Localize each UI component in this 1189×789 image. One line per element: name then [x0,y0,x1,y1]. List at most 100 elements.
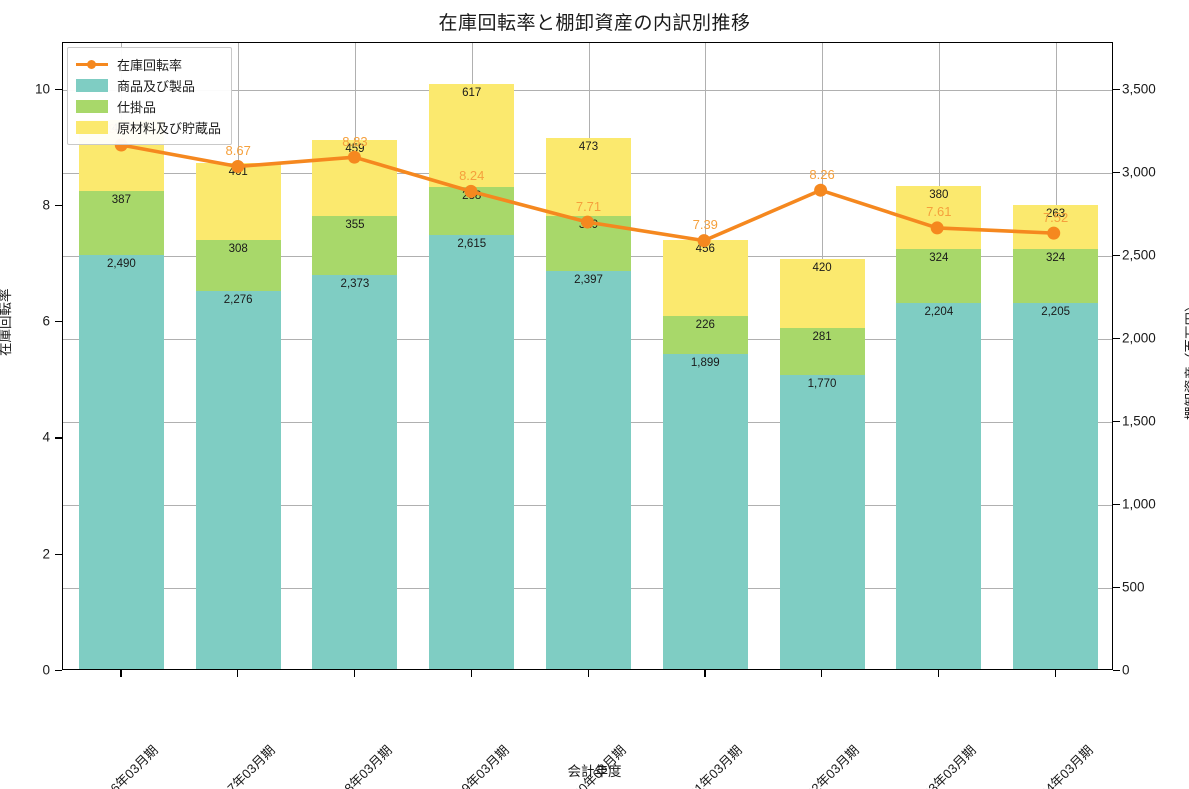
chart-title: 在庫回転率と棚卸資産の内訳別推移 [438,13,751,34]
y-axis-left-tick-mark [55,670,62,672]
y-axis-right-tick-mark [1113,503,1120,506]
bar-segment[interactable]: 2,615 [429,234,515,669]
y-axis-right-tick-mark [1113,420,1120,423]
bar-segment[interactable]: 2,204 [896,302,982,669]
bar-segment[interactable]: 387 [78,191,164,256]
bar-group[interactable]: 2,397 329 473 [546,137,631,669]
bar-segment[interactable]: 281 [779,328,865,375]
bar-segment-label: 473 [578,140,599,153]
y-axis-right-tick-mark [1113,88,1120,90]
bar-segment-label: 2,204 [924,305,954,318]
y-axis-right-tick-label: 0 [1122,662,1130,678]
bar-segment-label: 2,276 [223,293,253,306]
bar-group[interactable]: 2,205 324 263 [1013,205,1099,669]
y-axis-right-tick-mark [1113,171,1120,173]
x-axis-tick-mark [470,670,473,677]
y-axis-left-tick-mark [55,204,62,207]
bar-group[interactable]: 2,204 324 380 [896,185,982,669]
bar-segment-label: 329 [578,219,599,232]
bar-segment-label: 226 [695,318,715,331]
line-point-label: 7.52 [1042,209,1069,225]
bar-segment[interactable]: 329 [546,216,631,271]
line-point-label: 8.24 [459,167,485,183]
bar-segment-label: 2,615 [457,237,487,250]
bar-segment[interactable]: 308 [195,239,281,291]
bar-segment[interactable]: 2,397 [546,270,631,669]
line-point-label: 8.83 [342,133,368,149]
line-point-label: 7.61 [926,204,952,220]
x-axis-tick-mark [120,670,122,677]
bar-segment[interactable]: 2,373 [312,274,398,669]
y-axis-left-tick-mark [55,321,62,323]
legend-item-label: 商品及び製品 [117,79,196,94]
bar-segment-label: 2,205 [1041,305,1070,318]
y-axis-left-tick-label: 4 [42,429,50,445]
bar-segment[interactable]: 2,205 [1013,302,1099,669]
bar-segment[interactable]: 1,899 [662,353,748,669]
legend-line-swatch [76,58,108,71]
y-axis-right-tick-mark [1113,586,1120,589]
x-axis-tick-mark [587,670,589,677]
y-axis-right-tick-label: 500 [1122,579,1145,595]
line-marker[interactable] [814,183,828,197]
y-axis-right-tick-label: 2,000 [1122,330,1156,346]
bar-segment[interactable]: 288 [429,186,515,235]
bar-segment[interactable]: 456 [662,240,748,316]
legend-color-swatch [76,79,108,92]
bar-segment-label: 456 [695,243,715,256]
bar-segment-label: 617 [462,87,482,100]
bar-segment[interactable]: 324 [1013,248,1099,303]
y-axis-right-label: 棚卸資産（百万円） [1184,298,1189,421]
x-axis-tick-mark [821,670,823,677]
bar-segment[interactable]: 420 [779,258,865,329]
bar-segment-label: 355 [345,218,365,231]
chart-legend[interactable]: 在庫回転率商品及び製品仕掛品原材料及び貯蔵品 [67,47,233,145]
bar-segment-label: 1,770 [807,377,837,390]
y-axis-left-tick-label: 8 [42,197,50,213]
line-point-label: 7.71 [575,198,602,214]
bar-group[interactable]: 2,490387427 [78,120,164,669]
bar-segment-label: 387 [111,194,131,207]
y-axis-left-tick-mark [55,437,62,439]
bar-segment[interactable]: 2,490 [78,255,164,669]
line-point-label: 7.39 [692,217,718,233]
y-axis-right-tick-label: 3,500 [1122,81,1156,97]
legend-color-swatch [76,100,108,113]
line-point-label: 8.26 [809,166,835,182]
x-axis-label: 会計年度 [567,764,622,779]
bar-segment[interactable]: 459 [312,139,398,216]
line-point-label: 8.67 [225,142,251,158]
legend-item-label: 原材料及び貯蔵品 [117,121,222,136]
bar-segment[interactable]: 1,770 [779,374,865,669]
y-axis-right-tick-mark [1113,254,1120,256]
bar-segment-label: 380 [929,188,949,201]
bar-group[interactable]: 2,373 355 459 [312,139,398,669]
bar-segment[interactable]: 324 [896,249,982,303]
bar-group[interactable]: 1,770 281 420 [779,258,865,669]
legend-item[interactable]: 仕掛品 [76,96,221,117]
x-axis-tick-mark [704,670,706,677]
bar-segment-label: 324 [929,252,949,265]
x-axis-tick-mark [237,670,239,677]
bar-segment[interactable]: 2,276 [195,290,281,669]
bar-segment[interactable]: 461 [195,163,281,240]
x-axis-tick-mark [353,670,356,677]
legend-item[interactable]: 原材料及び貯蔵品 [76,117,221,138]
legend-item[interactable]: 商品及び製品 [76,75,221,96]
bar-segment-label: 281 [812,331,832,344]
x-axis-tick-mark [1054,670,1056,677]
y-axis-left-label: 在庫回転率 [0,288,13,357]
y-axis-right-tick-label: 3,000 [1122,164,1156,180]
bar-group[interactable]: 2,276 308 461 [195,163,281,669]
bar-group[interactable]: 1,899 226 456 [662,240,748,669]
bar-segment-label: 288 [462,189,482,202]
x-axis-tick-mark [937,670,940,677]
bar-segment-label: 420 [812,261,832,274]
y-axis-left-tick-mark [55,553,62,555]
bar-segment[interactable]: 355 [312,215,398,275]
bar-segment[interactable]: 226 [662,315,748,354]
gridline-horizontal [63,89,1112,91]
y-axis-left-tick-label: 6 [42,313,50,329]
legend-item[interactable]: 在庫回転率 [76,54,221,75]
